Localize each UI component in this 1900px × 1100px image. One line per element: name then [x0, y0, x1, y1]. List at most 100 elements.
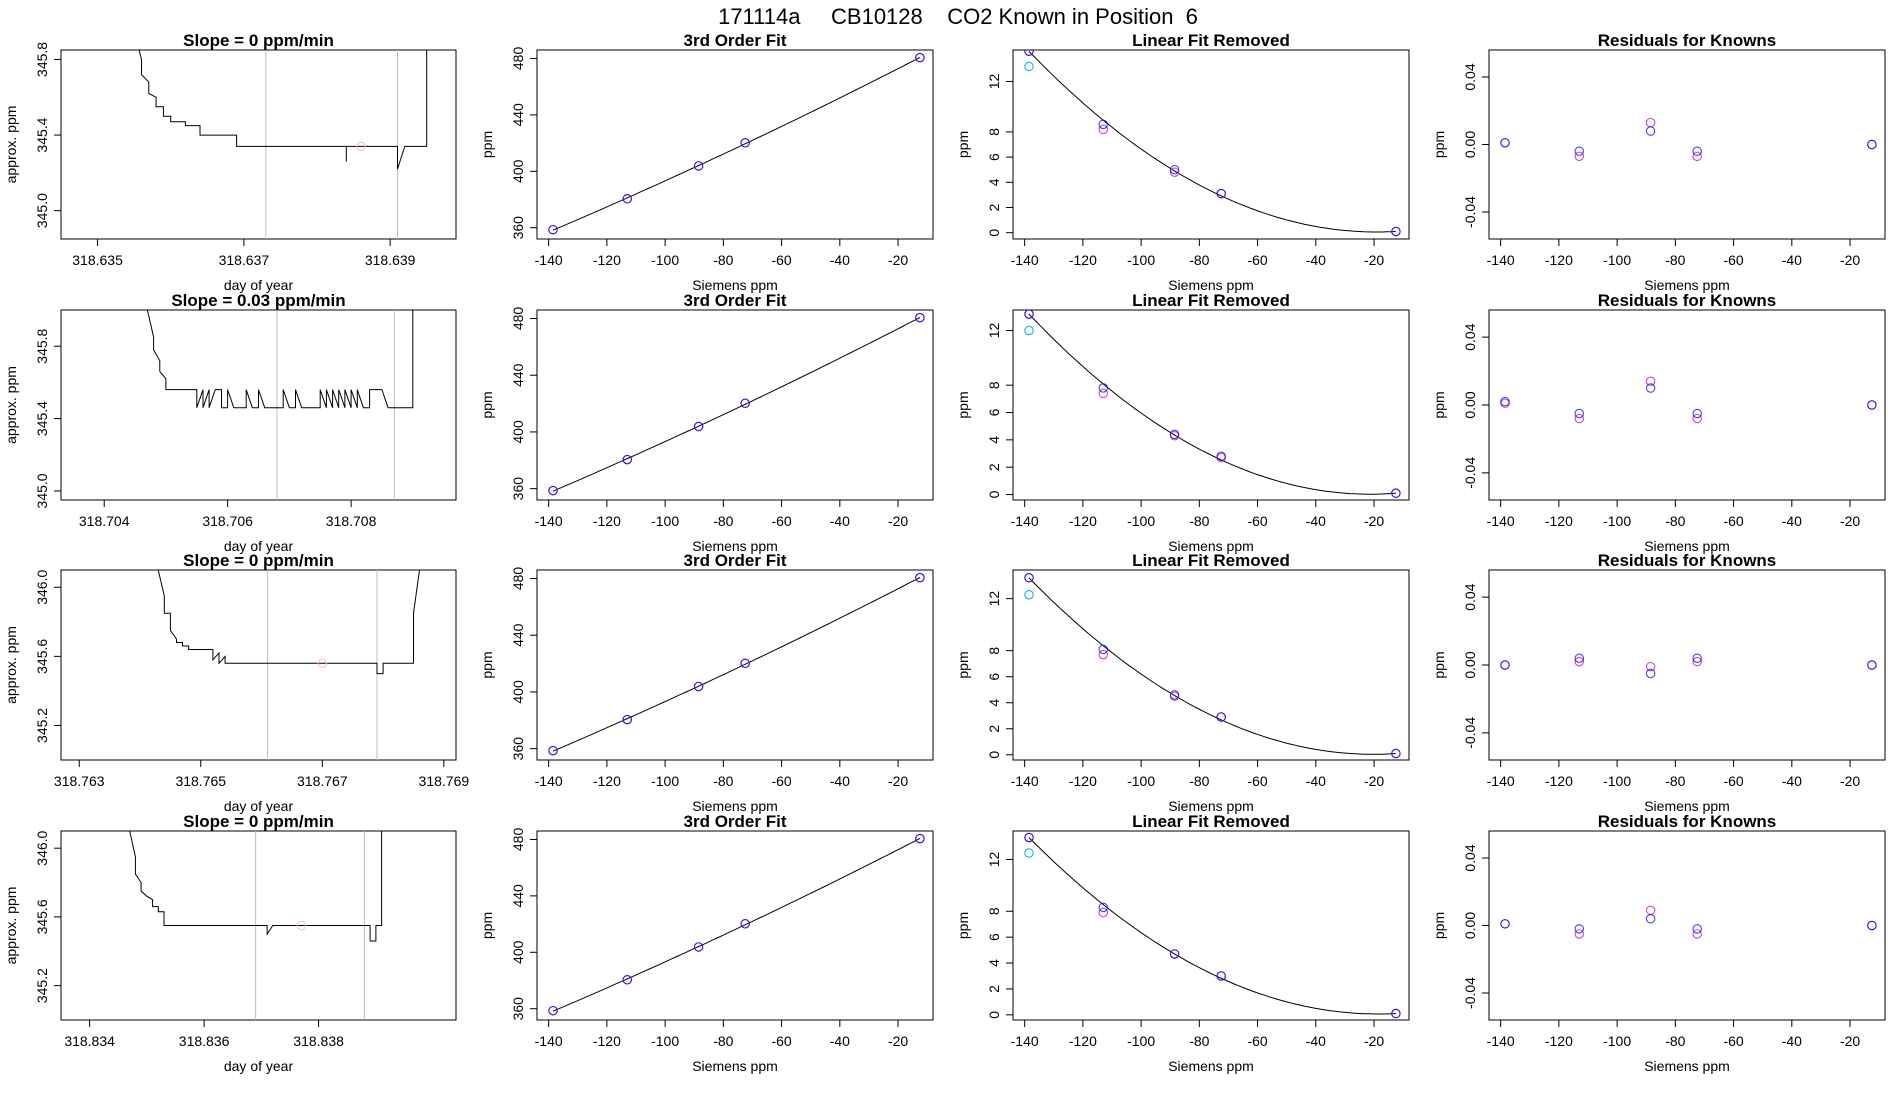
x-tick-label: -100 [1127, 773, 1155, 789]
y-tick-label: 0.04 [1462, 844, 1478, 871]
x-tick-label: -120 [1069, 252, 1097, 268]
measured-point-marker [1216, 188, 1226, 199]
measured-point-marker [1645, 126, 1656, 136]
y-tick-label: 0.04 [1462, 63, 1478, 90]
x-tick-label: -140 [1487, 513, 1515, 529]
y-tick-label: 0.00 [1462, 391, 1478, 418]
measured-point-marker [1391, 226, 1401, 237]
x-tick-label: -80 [1665, 252, 1685, 268]
x-tick-label: 318.769 [419, 773, 470, 789]
x-tick-label: -60 [771, 252, 791, 268]
x-tick-label: -100 [651, 252, 679, 268]
panel-title: Slope = 0 ppm/min [183, 812, 334, 831]
measured-point-marker [1169, 690, 1180, 700]
x-tick-label: -80 [1665, 773, 1685, 789]
y-tick-label: 6 [986, 933, 1002, 941]
y-tick-label: 400 [510, 940, 526, 964]
y-tick-label: 480 [510, 307, 526, 331]
y-tick-label: 0.00 [1462, 131, 1478, 158]
x-tick-label: -140 [1011, 513, 1039, 529]
fit-curve-line [1028, 50, 1396, 233]
x-tick-label: -80 [1189, 252, 1209, 268]
reference-point-marker [1574, 413, 1585, 424]
y-tick-label: 12 [986, 591, 1002, 607]
y-axis-label: ppm [955, 651, 971, 678]
x-tick-label: -100 [1127, 513, 1155, 529]
y-tick-label: 8 [986, 647, 1002, 655]
measured-point-marker [622, 194, 633, 204]
panel-linear_removed-row3: Linear Fit Removed Siemens ppm ppm -140 -120… [955, 551, 1410, 814]
measured-point-marker [1024, 573, 1034, 583]
x-axis-label: Siemens ppm [692, 277, 778, 293]
x-tick-label: -140 [535, 773, 563, 789]
measured-point-marker [915, 312, 925, 323]
panel-title: Linear Fit Removed [1132, 551, 1290, 570]
y-tick-label: 2 [986, 203, 1002, 211]
y-axis-label: ppm [1431, 912, 1447, 939]
panel-title: Linear Fit Removed [1132, 31, 1290, 50]
x-tick-label: -120 [593, 252, 621, 268]
plot-frame [60, 830, 457, 1021]
reference-point-marker [1692, 656, 1702, 667]
plot-frame [1488, 309, 1886, 501]
y-tick-label: 6 [986, 673, 1002, 681]
panel-title: 3rd Order Fit [684, 31, 787, 50]
x-tick-label: -60 [1723, 513, 1743, 529]
plot-frame [1488, 830, 1886, 1021]
reference-point-marker [1574, 151, 1585, 162]
y-axis-label: ppm [955, 912, 971, 939]
plot-frame [1012, 49, 1410, 240]
panel-residuals-row2: Residuals for Knowns Siemens ppm ppm -140 -1… [1431, 291, 1886, 554]
y-tick-label: 0.04 [1462, 323, 1478, 350]
panel-title: Residuals for Knowns [1598, 551, 1777, 570]
measured-point-marker [1098, 644, 1109, 655]
measured-point-marker [693, 161, 704, 171]
x-tick-label: -120 [1545, 1033, 1573, 1049]
plot-area [1024, 832, 1401, 1019]
measured-point-marker [693, 681, 704, 692]
measured-point-marker [622, 454, 633, 465]
y-tick-label: 0.00 [1462, 912, 1478, 939]
fit-curve-line [1028, 577, 1396, 755]
x-tick-label: -100 [1127, 1033, 1155, 1049]
measured-point-marker [1574, 653, 1585, 663]
concentration-trace-line [129, 831, 383, 942]
measured-point-marker [1500, 138, 1510, 148]
y-tick-label: 6 [986, 408, 1002, 416]
y-tick-label: 12 [986, 323, 1002, 339]
measured-point-marker [740, 658, 750, 669]
x-axis-label: Siemens ppm [1644, 1058, 1730, 1074]
y-tick-label: 0 [986, 1011, 1002, 1019]
x-axis-label: Siemens ppm [1168, 277, 1254, 293]
panel-residuals-row4: Residuals for Knowns Siemens ppm ppm -140 -1… [1431, 812, 1886, 1074]
measured-point-marker [1645, 383, 1656, 393]
x-tick-label: -120 [593, 1033, 621, 1049]
x-tick-label: 318.836 [179, 1033, 230, 1049]
x-tick-label: -120 [593, 773, 621, 789]
y-tick-label: -0.04 [1462, 717, 1478, 749]
reference-point-marker [1574, 656, 1585, 667]
x-tick-label: -60 [1247, 1033, 1267, 1049]
y-tick-label: 346.0 [34, 570, 50, 605]
measured-point-marker [1867, 400, 1877, 410]
reference-point-marker [1098, 907, 1109, 918]
panel-residuals-row1: Residuals for Knowns Siemens ppm ppm -140 -1… [1431, 31, 1886, 293]
x-axis-label: Siemens ppm [692, 798, 778, 814]
measured-point-marker [1169, 429, 1180, 440]
panel-residuals-row3: Residuals for Knowns Siemens ppm ppm -140 -1… [1431, 551, 1886, 814]
panel-title: Slope = 0 ppm/min [183, 551, 334, 570]
measured-point-marker [1024, 310, 1034, 319]
reference-point-marker [1574, 929, 1585, 939]
x-tick-label: -120 [1069, 773, 1097, 789]
panel-fit-row4: 3rd Order Fit Siemens ppm ppm -140 -120 -100 -… [479, 812, 934, 1074]
plot-area [1500, 653, 1877, 679]
y-axis-label: approx. ppm [3, 887, 19, 965]
panel-title: Linear Fit Removed [1132, 812, 1290, 831]
measured-point-marker [1500, 919, 1510, 929]
x-tick-label: -80 [1189, 513, 1209, 529]
x-tick-label: -20 [1364, 1033, 1384, 1049]
measured-point-marker [1574, 146, 1585, 157]
raw-point-marker [1024, 61, 1034, 72]
reference-point-marker [1098, 649, 1109, 660]
x-tick-label: -80 [1189, 773, 1209, 789]
